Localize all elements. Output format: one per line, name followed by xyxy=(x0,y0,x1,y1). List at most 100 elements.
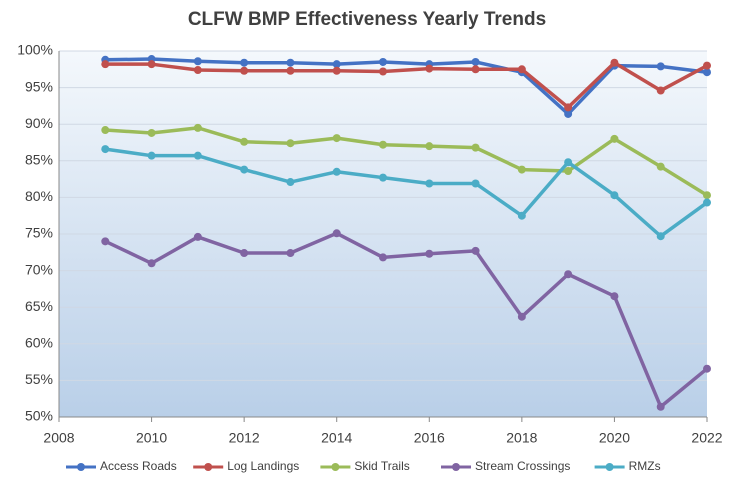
legend-label: Skid Trails xyxy=(354,459,409,473)
data-point xyxy=(286,139,295,148)
data-point xyxy=(147,128,156,137)
data-point xyxy=(286,66,295,75)
legend-marker xyxy=(77,463,85,471)
data-point xyxy=(147,60,156,69)
data-point xyxy=(425,142,434,151)
chart-title: CLFW BMP Effectiveness Yearly Trends xyxy=(188,9,546,30)
data-point xyxy=(656,232,665,241)
y-tick-label: 55% xyxy=(25,371,53,387)
data-point xyxy=(425,249,434,258)
series-line xyxy=(105,60,708,110)
data-point xyxy=(379,253,387,262)
y-tick-label: 100% xyxy=(17,42,53,58)
data-point xyxy=(517,65,526,74)
data-point xyxy=(101,145,110,154)
data-point xyxy=(610,58,619,67)
data-point xyxy=(471,143,480,152)
data-point xyxy=(656,402,665,411)
legend-label: Stream Crossings xyxy=(475,459,570,473)
data-point xyxy=(147,259,156,268)
data-point xyxy=(332,60,341,69)
legend-label: Log Landings xyxy=(227,459,299,473)
data-point xyxy=(656,62,665,71)
y-tick-label: 65% xyxy=(25,298,53,314)
series-line xyxy=(105,57,708,116)
data-point xyxy=(656,86,665,95)
legend-label: RMZs xyxy=(629,459,661,473)
legend-marker xyxy=(331,463,340,471)
data-point xyxy=(517,165,526,174)
data-point xyxy=(379,57,387,66)
data-point xyxy=(286,249,295,258)
data-point xyxy=(332,134,341,143)
data-point xyxy=(332,229,341,238)
data-point xyxy=(101,60,110,69)
data-point xyxy=(564,103,573,112)
data-point xyxy=(471,57,480,66)
data-point xyxy=(101,237,110,246)
data-point xyxy=(193,232,202,241)
data-point xyxy=(703,68,711,77)
data-point xyxy=(703,364,711,373)
data-point xyxy=(240,165,249,174)
x-tick-label: 2014 xyxy=(321,430,352,446)
legend-label: Access Roads xyxy=(100,459,177,473)
y-tick-label: 60% xyxy=(25,335,53,351)
data-point xyxy=(656,162,665,171)
data-point xyxy=(610,292,619,301)
data-point xyxy=(517,312,526,321)
y-tick-label: 70% xyxy=(25,261,53,277)
data-point xyxy=(425,64,434,73)
x-tick-label: 2018 xyxy=(506,430,537,446)
data-point xyxy=(101,126,110,135)
data-point xyxy=(332,66,341,75)
data-point xyxy=(286,178,295,187)
series-line xyxy=(105,126,708,197)
data-point xyxy=(379,140,387,149)
data-point xyxy=(703,61,711,70)
legend-marker xyxy=(605,463,614,471)
data-point xyxy=(193,66,202,75)
data-point xyxy=(286,58,295,67)
data-point xyxy=(564,167,573,176)
data-point xyxy=(379,173,387,182)
y-tick-label: 90% xyxy=(25,115,53,131)
x-tick-label: 2010 xyxy=(136,430,167,446)
series-line xyxy=(104,231,709,409)
data-point xyxy=(703,191,711,200)
y-tick-label: 85% xyxy=(25,152,53,168)
legend-marker xyxy=(452,463,460,471)
x-tick-label: 2008 xyxy=(43,430,74,446)
data-point xyxy=(610,191,619,200)
x-tick-label: 2016 xyxy=(414,430,445,446)
data-point xyxy=(193,123,202,132)
y-tick-label: 75% xyxy=(25,225,53,241)
data-point xyxy=(240,66,249,75)
y-tick-label: 50% xyxy=(25,408,53,424)
data-point xyxy=(240,249,249,258)
data-point xyxy=(193,151,202,160)
data-point xyxy=(564,158,573,167)
x-tick-label: 2022 xyxy=(691,430,722,446)
data-point xyxy=(332,167,341,176)
data-point xyxy=(471,246,480,255)
data-point xyxy=(379,67,387,76)
data-point xyxy=(240,58,249,67)
data-point xyxy=(193,57,202,66)
data-point xyxy=(517,211,526,220)
x-tick-label: 2020 xyxy=(599,430,630,446)
data-point xyxy=(564,109,573,118)
data-point xyxy=(471,179,480,188)
data-point xyxy=(703,198,711,207)
data-point xyxy=(240,137,249,146)
data-point xyxy=(147,151,156,160)
y-tick-label: 95% xyxy=(25,78,53,94)
data-point xyxy=(471,65,480,74)
series-line xyxy=(105,147,709,238)
legend-marker xyxy=(204,463,213,471)
y-tick-label: 80% xyxy=(25,188,53,204)
x-tick-label: 2012 xyxy=(229,430,260,446)
data-point xyxy=(564,270,573,279)
data-point xyxy=(425,179,434,188)
